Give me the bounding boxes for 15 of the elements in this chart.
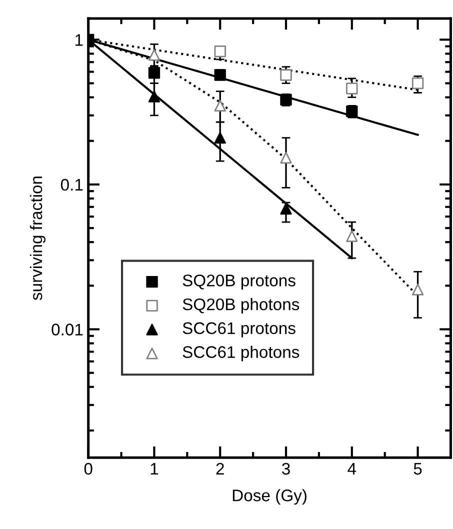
x-tick-label: 4	[348, 463, 356, 475]
x-tick-label: 1	[150, 463, 158, 475]
x-tick-label: 3	[282, 462, 290, 475]
legend-label: SQ20B photons	[182, 298, 300, 314]
x-axis-title: Dose (Gy)	[232, 489, 306, 505]
legend-label: SCC61 photons	[182, 346, 300, 362]
y-tick-label: 0.01	[52, 324, 83, 336]
y-tick-label: 0.1	[60, 178, 83, 191]
x-tick-label: 0	[84, 462, 92, 475]
legend-label: SCC61 protons	[182, 322, 296, 338]
y-tick-label: 1	[75, 34, 83, 46]
y-axis-title: surviving fraction	[30, 176, 46, 300]
legend-label: SQ20B protons	[182, 274, 296, 290]
x-tick-label: 2	[216, 462, 224, 475]
x-tick-label: 5	[414, 463, 422, 475]
